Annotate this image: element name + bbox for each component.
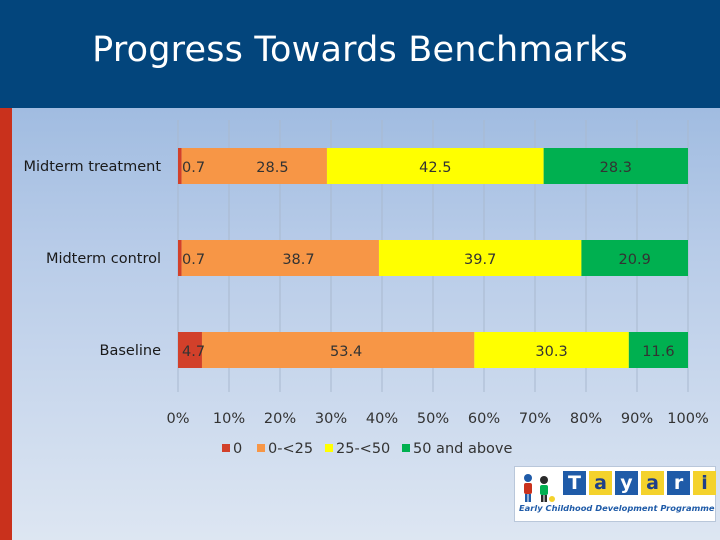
logo-tagline: Early Childhood Development Programme	[519, 503, 715, 513]
bar-segment	[581, 240, 688, 276]
logo-letter: y	[615, 471, 638, 495]
logo-letter: T	[563, 471, 586, 495]
bars: Midterm treatment Midterm control Baseline	[23, 148, 688, 368]
bar-segment	[201, 332, 475, 368]
bar-segment	[378, 240, 582, 276]
legend-label: 0	[233, 441, 242, 457]
legend-swatch	[325, 444, 333, 452]
category-label: Midterm control	[46, 251, 161, 267]
data-label: 20.9	[619, 252, 651, 268]
left-accent-bar	[0, 108, 12, 540]
category-label: Baseline	[100, 343, 162, 359]
x-tick-label: 30%	[315, 411, 347, 427]
page-title: Progress Towards Benchmarks	[92, 30, 628, 70]
legend: 0 0-<25 25-<50 50 and above	[222, 441, 512, 457]
legend-swatch	[402, 444, 410, 452]
data-label: 28.5	[256, 160, 288, 176]
legend-label: 50 and above	[413, 441, 512, 457]
x-tick-label: 60%	[468, 411, 500, 427]
bar-segment	[178, 332, 202, 368]
data-label: 42.5	[419, 160, 451, 176]
data-label: 28.3	[600, 160, 632, 176]
logo-letter: i	[693, 471, 716, 495]
x-tick-label: 40%	[366, 411, 398, 427]
x-tick-label: 70%	[519, 411, 551, 427]
logo-letter: a	[641, 471, 664, 495]
bar-segment	[628, 332, 688, 368]
legend-label: 25-<50	[336, 441, 390, 457]
x-tick-label: 100%	[667, 411, 708, 427]
data-label: 4.7	[182, 344, 205, 360]
bar-segment	[181, 240, 379, 276]
legend-label: 0-<25	[268, 441, 313, 457]
header-band: Progress Towards Benchmarks	[0, 0, 720, 108]
bar-segment	[178, 240, 182, 276]
logo-letter: r	[667, 471, 690, 495]
bar-segment	[474, 332, 629, 368]
category-label: Midterm treatment	[23, 159, 161, 175]
x-tick-label: 80%	[570, 411, 602, 427]
bar-segment	[181, 148, 327, 184]
bar-segment	[543, 148, 688, 184]
x-tick-label: 20%	[264, 411, 296, 427]
data-label: 11.6	[642, 344, 674, 360]
x-tick-label: 0%	[166, 411, 189, 427]
x-tick-label: 90%	[621, 411, 653, 427]
data-labels: 0.7 28.5 42.5 28.3 0.7 38.7 39.7 20.9 4.7 53.4 30.…	[182, 160, 675, 360]
children-icon	[519, 472, 557, 504]
data-label: 53.4	[330, 344, 362, 360]
x-tick-label: 50%	[417, 411, 449, 427]
x-tick-label: 10%	[213, 411, 245, 427]
data-label: 39.7	[464, 252, 496, 268]
bar-segment	[326, 148, 544, 184]
legend-swatch	[257, 444, 265, 452]
data-label: 30.3	[535, 344, 567, 360]
x-axis-ticks: 0% 10% 20% 30% 40% 50% 60% 70% 80% 90% 100%	[166, 411, 708, 427]
data-label: 0.7	[182, 160, 205, 176]
data-label: 38.7	[282, 252, 314, 268]
legend-swatch	[222, 444, 230, 452]
logo-letter: a	[589, 471, 612, 495]
bar-segment	[178, 148, 182, 184]
data-label: 0.7	[182, 252, 205, 268]
